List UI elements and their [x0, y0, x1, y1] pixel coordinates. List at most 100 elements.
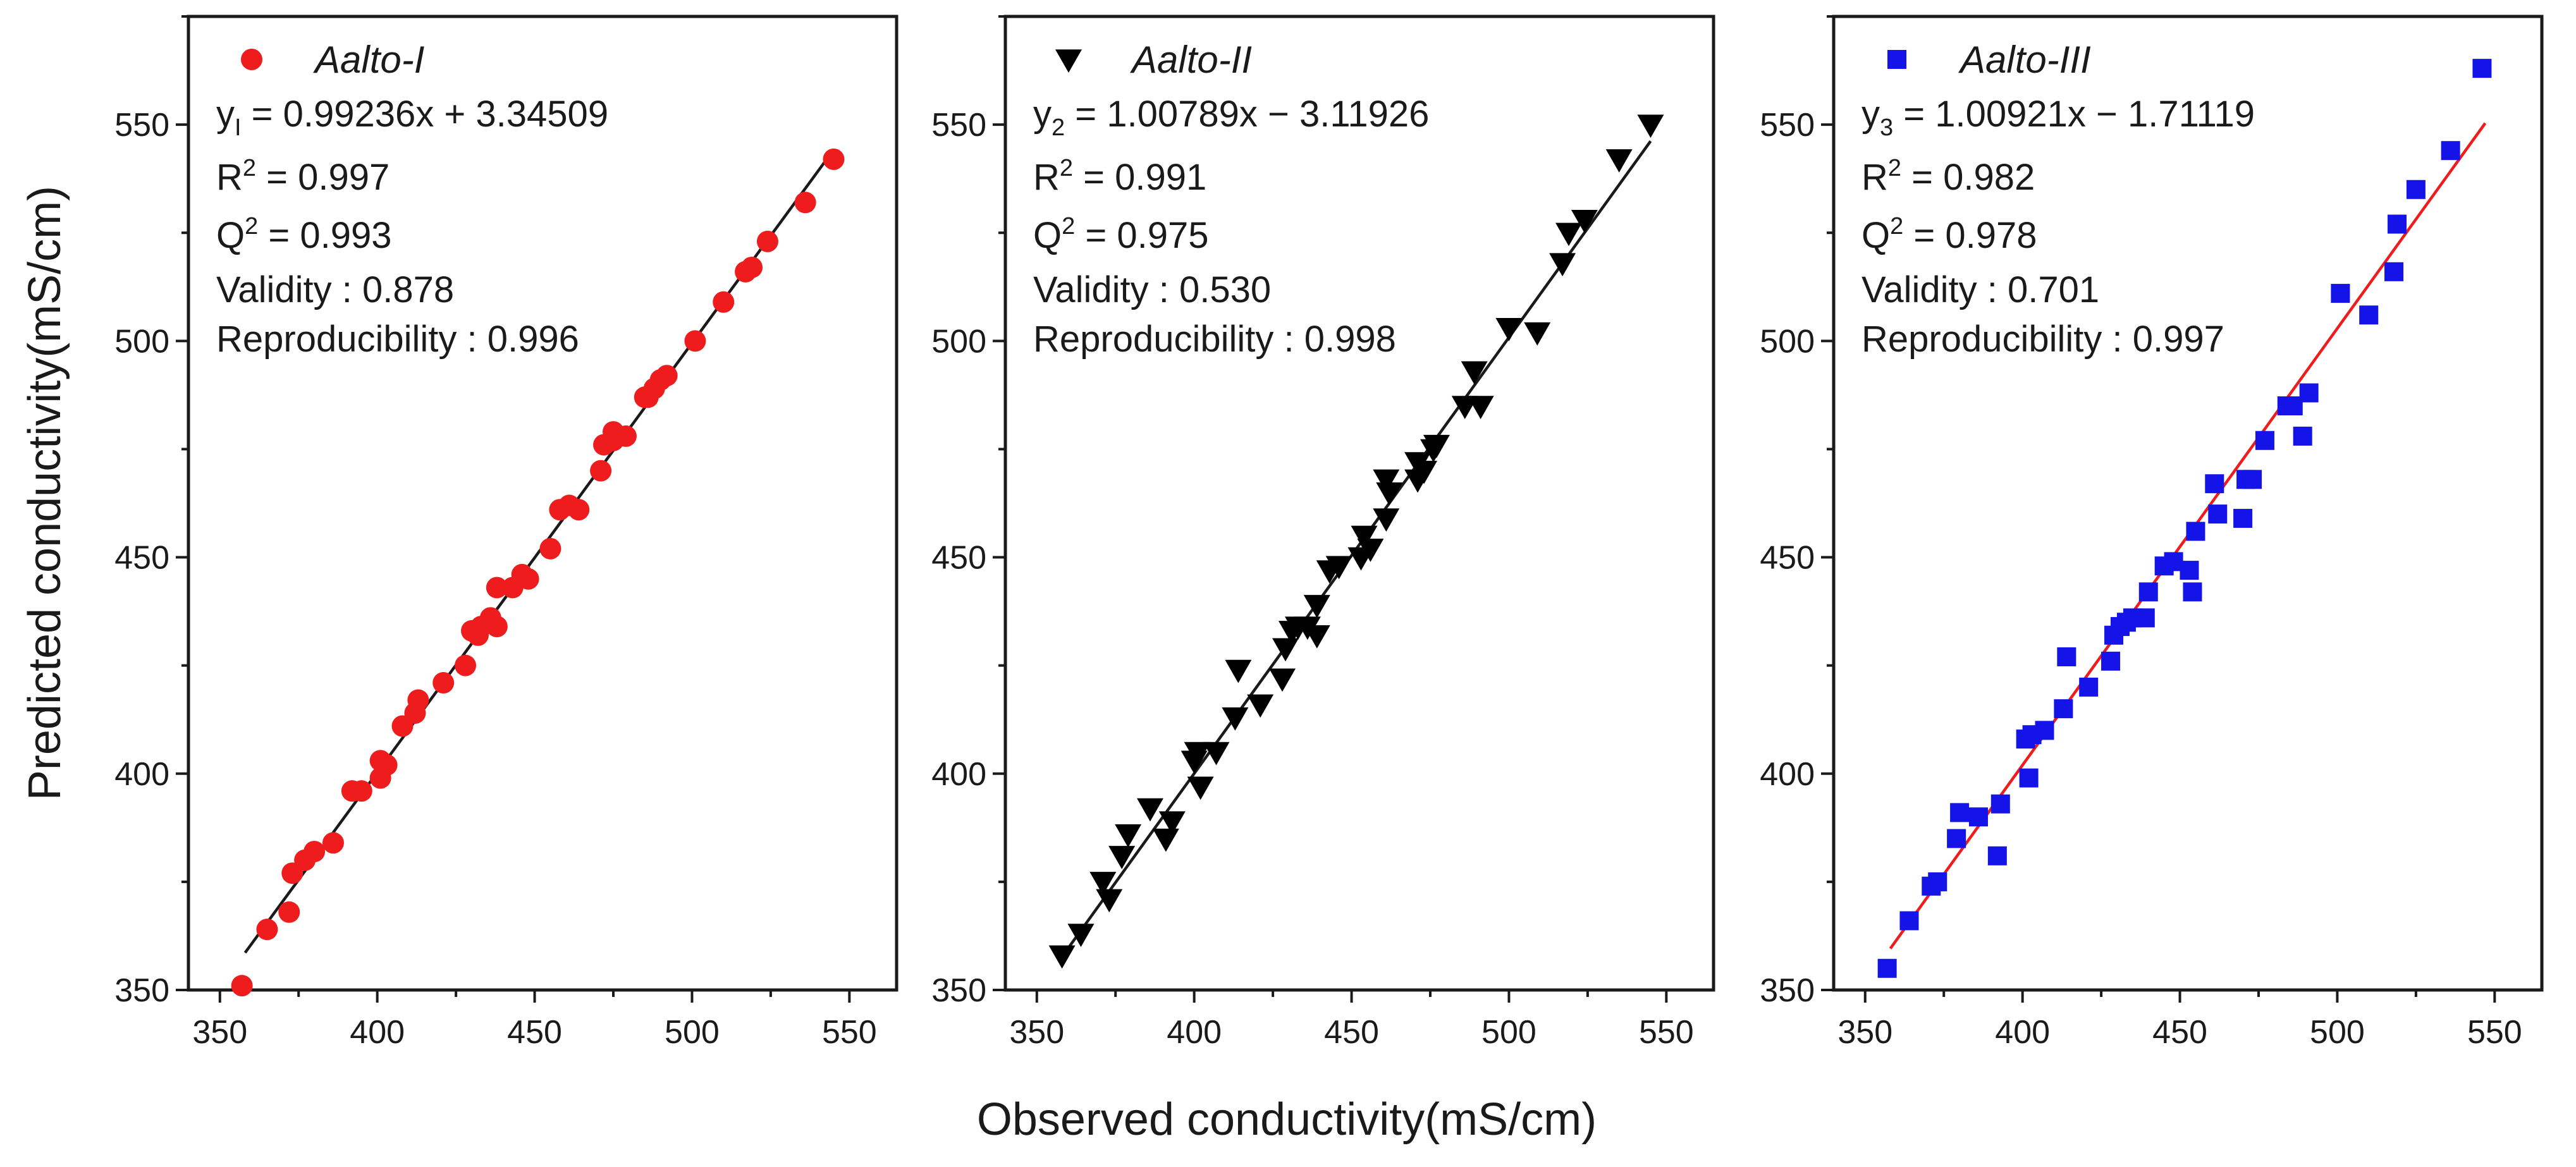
- data-point: [1048, 945, 1076, 969]
- data-point: [713, 291, 735, 313]
- data-point: [1222, 707, 1249, 731]
- data-point: [1115, 824, 1142, 848]
- legend-label: Aalto-I: [313, 39, 424, 81]
- legend-marker: [1055, 49, 1082, 73]
- data-point: [2243, 470, 2262, 489]
- data-point: [1947, 829, 1966, 848]
- data-point: [2255, 431, 2274, 450]
- data-point: [486, 577, 508, 599]
- data-point: [1158, 811, 1186, 835]
- data-point: [350, 780, 372, 802]
- y-tick-label: 500: [1760, 323, 1815, 360]
- data-point: [517, 568, 539, 590]
- r2-stat-superscript: 2: [1060, 155, 1073, 181]
- data-point: [1495, 318, 1523, 341]
- q2-stat-superscript: 2: [1890, 213, 1903, 240]
- plot-frame: [1832, 15, 2544, 992]
- legend-marker: [1887, 50, 1906, 69]
- data-point: [539, 537, 561, 559]
- x-tick-label: 400: [1995, 1014, 2050, 1051]
- data-point: [1203, 742, 1230, 766]
- y-tick-label: 500: [114, 323, 169, 360]
- data-point: [2441, 141, 2460, 161]
- data-point: [1605, 149, 1633, 173]
- y-tick-label: 550: [1760, 107, 1815, 144]
- data-point: [1325, 556, 1352, 580]
- y-tick-label: 400: [114, 756, 169, 793]
- equation-body: = 0.99236x + 3.34509: [242, 94, 609, 135]
- q2-stat-superscript: 2: [1062, 213, 1075, 240]
- data-point: [2472, 59, 2492, 78]
- data-point: [2183, 582, 2202, 602]
- data-point: [231, 975, 253, 997]
- data-point: [2233, 508, 2253, 528]
- data-point: [823, 148, 845, 170]
- y-tick-label: 400: [1760, 756, 1815, 793]
- r2-stat-value: = 0.982: [1901, 157, 2035, 198]
- data-point: [615, 425, 637, 447]
- equation-subscript: 3: [1880, 114, 1893, 141]
- r2-stat-superscript: 2: [243, 155, 256, 181]
- x-tick-label: 550: [2467, 1014, 2522, 1051]
- data-point: [1555, 223, 1583, 247]
- data-point: [2079, 677, 2099, 697]
- q2-stat-letter: Q: [1861, 215, 1890, 256]
- chart-panel: 350 400 450 500 550 350 400 450 500 550 Aalto-III y…: [1760, 15, 2544, 1051]
- x-tick-label: 400: [1167, 1014, 1222, 1051]
- y-tick-label: 450: [114, 540, 169, 577]
- legend-label: Aalto-II: [1130, 39, 1252, 81]
- r2-stat: R2 = 0.997: [216, 155, 389, 198]
- x-tick-label: 550: [822, 1014, 877, 1051]
- data-point: [1225, 659, 1252, 683]
- x-tick-label: 500: [2310, 1014, 2365, 1051]
- data-point: [1950, 803, 1970, 822]
- data-point: [486, 616, 508, 638]
- data-point: [1373, 469, 1400, 493]
- data-point: [304, 840, 326, 862]
- x-tick-label: 350: [192, 1014, 247, 1051]
- data-point: [1411, 460, 1438, 484]
- r2-stat: R2 = 0.991: [1033, 155, 1206, 198]
- data-point: [741, 256, 763, 278]
- fit-equation: y2 = 1.00789x − 3.11926: [1033, 94, 1429, 141]
- x-tick-label: 500: [1481, 1014, 1536, 1051]
- data-point: [1376, 482, 1403, 506]
- data-point: [1461, 361, 1488, 385]
- q2-stat-superscript: 2: [245, 213, 258, 240]
- r2-stat-letter: R: [1033, 157, 1060, 198]
- validity-stat: Validity : 0.878: [216, 269, 454, 310]
- y-tick-label: 450: [931, 540, 986, 577]
- plot-frame: [1003, 15, 1715, 992]
- y-tick-label: 550: [114, 107, 169, 144]
- data-point: [2057, 647, 2076, 666]
- q2-stat-value: = 0.975: [1075, 215, 1208, 256]
- reproducibility-stat: Reproducibility : 0.997: [1861, 319, 2224, 360]
- q2-stat-letter: Q: [216, 215, 245, 256]
- chart-panels: 350 400 450 500 550 350 400 450 500 550 Aalto-I yI …: [114, 15, 2544, 1051]
- equation-body: = 1.00789x − 3.11926: [1065, 94, 1429, 135]
- equation-body: = 1.00921x − 1.71119: [1893, 94, 2255, 135]
- equation-subscript: I: [235, 114, 242, 141]
- legend-marker: [241, 49, 262, 70]
- data-point: [2299, 383, 2319, 403]
- data-point: [1987, 846, 2007, 865]
- data-point: [568, 499, 590, 521]
- data-point: [794, 192, 816, 214]
- data-point: [1357, 539, 1384, 562]
- x-tick-label: 450: [1324, 1014, 1379, 1051]
- chart-panel: 350 400 450 500 550 350 400 450 500 550 Aalto-I yI …: [114, 15, 899, 1051]
- data-point: [1089, 872, 1117, 895]
- q2-stat-value: = 0.978: [1903, 215, 2037, 256]
- data-point: [1096, 889, 1123, 913]
- data-point: [376, 754, 398, 776]
- data-point: [1928, 872, 1947, 891]
- plot-frame: [187, 15, 899, 992]
- x-tick-label: 450: [2152, 1014, 2207, 1051]
- r2-stat-value: = 0.991: [1073, 157, 1206, 198]
- data-point: [1524, 322, 1551, 346]
- data-point: [590, 460, 612, 482]
- data-point: [756, 230, 778, 252]
- validity-stat: Validity : 0.530: [1033, 269, 1271, 310]
- data-point: [2135, 608, 2155, 628]
